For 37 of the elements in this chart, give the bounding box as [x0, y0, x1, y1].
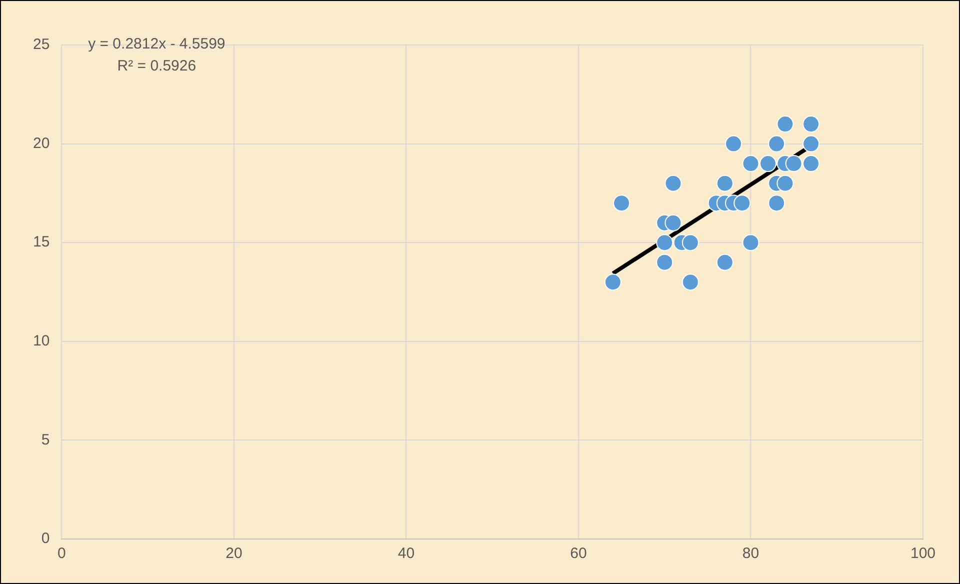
x-tick-label: 40: [398, 545, 415, 562]
point: [716, 254, 734, 271]
point: [682, 274, 699, 291]
point: [682, 234, 699, 252]
point: [768, 194, 786, 212]
point: [656, 234, 674, 252]
point: [742, 155, 760, 172]
annotation: y = 0.2812x - 4.5599: [88, 36, 226, 53]
point: [768, 135, 786, 152]
x-tick-label: 80: [742, 545, 760, 562]
point: [802, 116, 820, 133]
y-tick-label: 25: [32, 36, 50, 54]
point: [604, 274, 622, 291]
point: [802, 155, 820, 172]
x-tick-label: 20: [226, 545, 242, 562]
point: [664, 174, 682, 192]
annotation: R² = 0.5926: [117, 58, 196, 75]
point: [785, 155, 802, 172]
point: [613, 194, 630, 212]
point: [734, 194, 751, 212]
x-tick-label: 100: [910, 545, 936, 562]
y-tick-label: 15: [32, 234, 50, 251]
point: [759, 155, 776, 172]
y-tick-label: 10: [32, 332, 50, 350]
y-tick-label: 20: [32, 134, 50, 152]
point: [716, 174, 734, 192]
y-tick-label: 0: [41, 530, 50, 548]
point: [742, 234, 760, 252]
point: [725, 135, 742, 152]
point: [776, 174, 794, 192]
y-tick-label: 5: [41, 431, 50, 448]
point: [776, 116, 794, 133]
point: [802, 135, 820, 152]
point: [656, 254, 674, 271]
x-tick-label: 60: [570, 545, 587, 562]
x-tick-label: 0: [58, 545, 66, 562]
point: [664, 214, 682, 232]
